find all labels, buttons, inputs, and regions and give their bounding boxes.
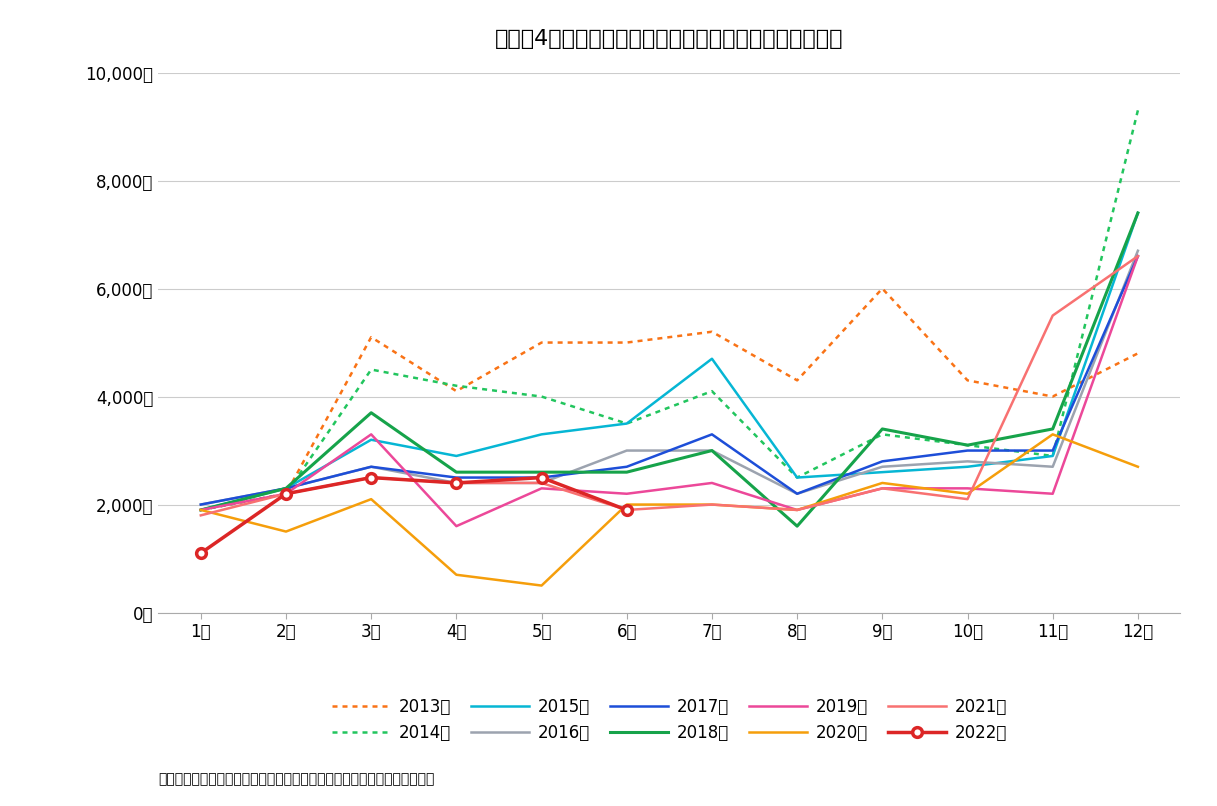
Text: （出所）不動産経済研究所の公表データを基にニッセイ基礎研究所が作成: （出所）不動産経済研究所の公表データを基にニッセイ基礎研究所が作成 bbox=[158, 772, 434, 786]
Title: 図表－4　首都圏のマンション新規発売戸数（暦年比較）: 図表－4 首都圏のマンション新規発売戸数（暦年比較） bbox=[495, 29, 843, 48]
Legend: 2013年, 2014年, 2015年, 2016年, 2017年, 2018年, 2019年, 2020年, 2021年, 2022年: 2013年, 2014年, 2015年, 2016年, 2017年, 2018年… bbox=[325, 691, 1014, 749]
